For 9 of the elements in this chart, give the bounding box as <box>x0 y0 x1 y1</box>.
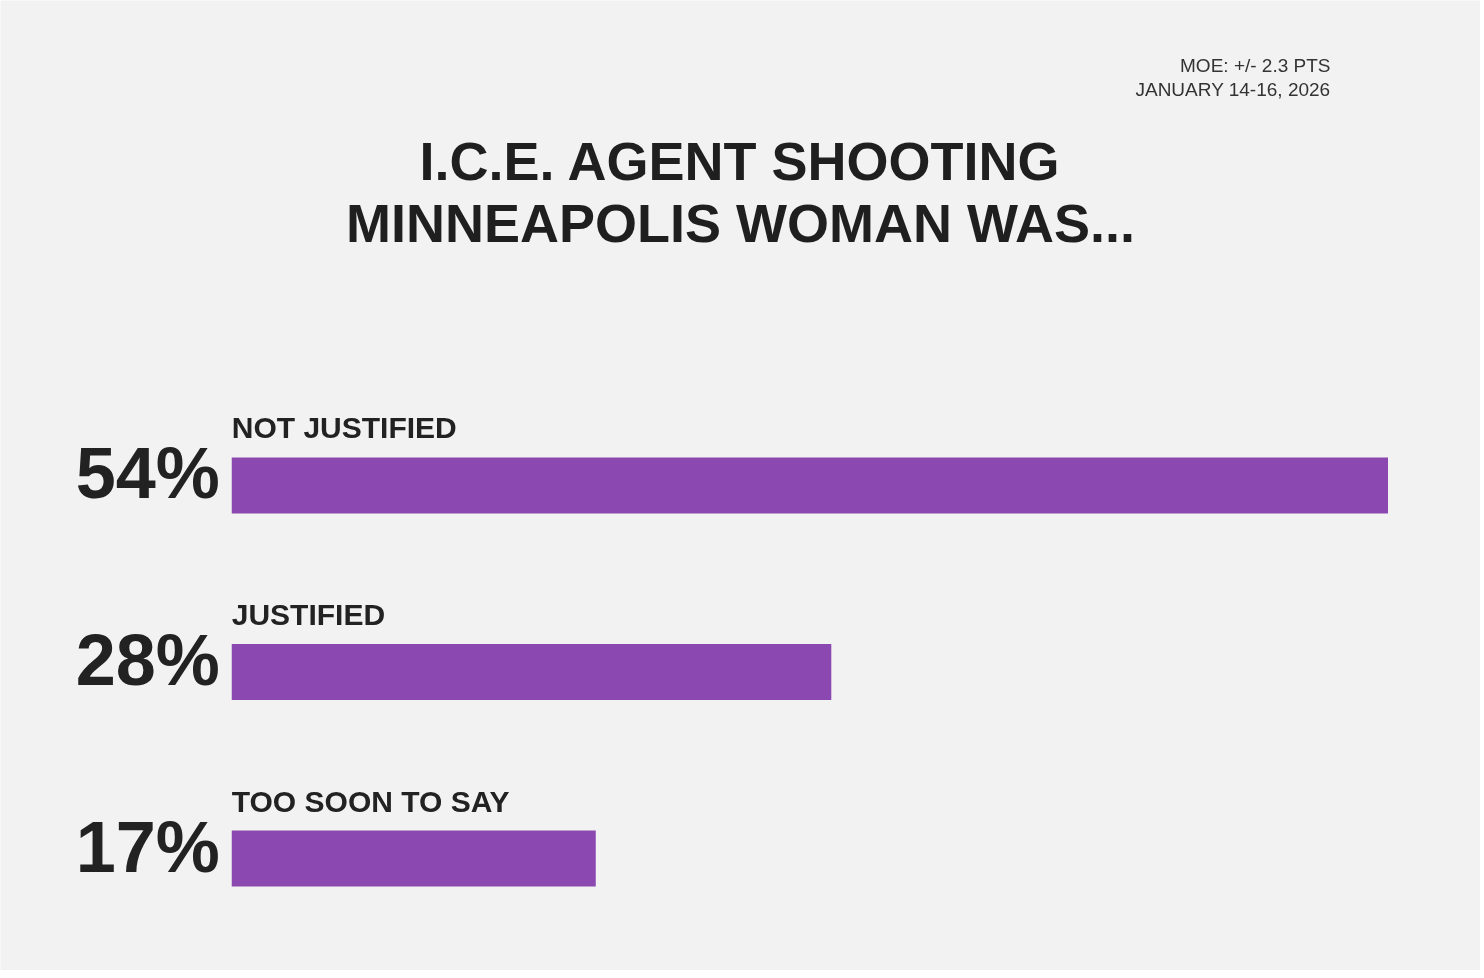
data-label: 17% <box>75 806 220 887</box>
y-tick-label: TOO SOON TO SAY <box>231 784 510 818</box>
y-tick-label: JUSTIFIED <box>231 598 386 631</box>
y-tick-label: NOT JUSTIFIED <box>231 411 457 445</box>
text: JANUARY 14-16, 2026 <box>1135 78 1331 100</box>
data-label: 54% <box>75 433 220 514</box>
data-label: 28% <box>75 620 220 701</box>
text: MOE: +/- 2.3 PTS <box>1180 54 1331 76</box>
chart-title: I.C.E. AGENT SHOOTING MINNEAPOLIS WOMAN WAS... <box>346 130 1136 253</box>
